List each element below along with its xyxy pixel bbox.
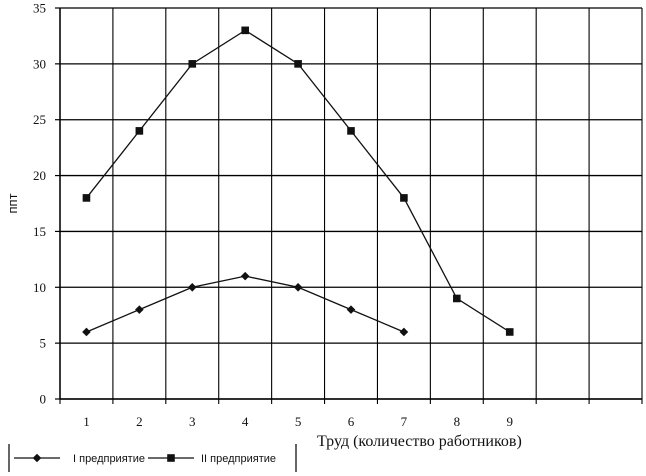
data-point — [400, 194, 408, 202]
legend: I предприятие II предприятие — [8, 444, 297, 472]
axes — [55, 7, 643, 404]
x-tick-label: 8 — [454, 414, 461, 429]
data-point — [505, 328, 514, 336]
data-point — [135, 305, 144, 314]
y-tick-label: 15 — [33, 224, 46, 239]
y-tick-label: 25 — [33, 112, 46, 127]
x-tick-label: 7 — [401, 414, 408, 429]
data-point — [293, 282, 303, 292]
y-axis-label: ппт — [5, 193, 20, 213]
series-2 — [82, 26, 514, 336]
legend-marker — [167, 454, 175, 462]
series — [82, 26, 514, 337]
y-tick-labels: 0 5 10 15 20 25 30 35 — [33, 1, 46, 407]
y-tick-label: 20 — [33, 168, 46, 183]
legend-label: II предприятие — [201, 453, 276, 465]
data-point — [347, 127, 355, 135]
x-tick-label: 3 — [189, 414, 196, 429]
data-point — [188, 60, 197, 68]
legend-item-2: II предприятие — [148, 453, 276, 465]
series-1 — [82, 271, 409, 337]
data-point — [294, 60, 302, 68]
legend-marker — [32, 453, 42, 463]
x-axis-label: Труд (количество работников) — [317, 433, 522, 450]
data-point — [241, 26, 249, 35]
y-tick-label: 30 — [33, 56, 46, 71]
y-tick-label: 5 — [40, 336, 47, 351]
y-tick-label: 35 — [33, 1, 46, 16]
legend-item-1: I предприятие — [14, 453, 145, 465]
x-tick-labels: 1 2 3 4 5 6 7 8 9 — [83, 414, 513, 429]
x-tick-label: 2 — [136, 414, 143, 429]
y-tick-label: 0 — [40, 392, 47, 407]
x-tick-label: 9 — [506, 414, 513, 429]
data-point — [135, 127, 144, 135]
data-point — [453, 294, 461, 303]
legend-label: I предприятие — [73, 453, 145, 465]
data-point — [240, 271, 250, 281]
data-point — [187, 282, 197, 292]
series-line — [86, 275, 405, 333]
data-point — [399, 327, 409, 337]
x-tick-label: 1 — [83, 414, 90, 429]
x-tick-label: 6 — [348, 414, 355, 429]
data-point — [82, 327, 91, 337]
x-tick-label: 5 — [295, 414, 302, 429]
data-point — [346, 305, 356, 314]
y-tick-label: 10 — [33, 280, 46, 295]
data-point — [82, 194, 91, 202]
grid — [59, 7, 643, 400]
x-tick-label: 4 — [242, 414, 249, 429]
